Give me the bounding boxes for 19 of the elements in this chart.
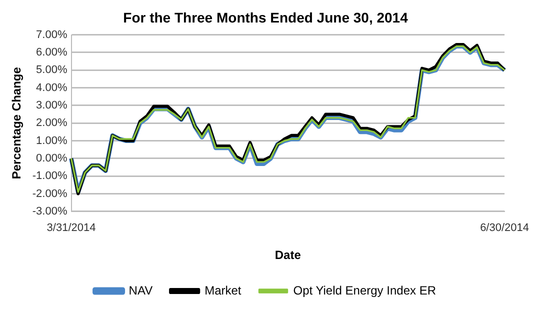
x-tick-label: 3/31/2014 [46,222,96,234]
legend-label: Market [204,283,242,298]
y-tick-label: 6.00% [36,46,68,58]
y-tick-label: 5.00% [36,64,68,76]
y-tick-label: 1.00% [36,134,68,147]
chart-title: For the Three Months Ended June 30, 2014 [123,9,408,26]
y-tick-label: -1.00% [32,170,68,182]
y-tick-label: -3.00% [32,205,68,218]
x-axis-title: Date [274,248,302,262]
y-tick-label: 0.00% [36,152,68,164]
y-axis-title: Percentage Change [10,66,24,180]
y-tick-label: 3.00% [36,99,68,112]
y-tick-label: 4.00% [36,82,68,94]
y-tick-label: 2.00% [36,117,68,130]
legend-label: Opt Yield Energy Index ER [293,283,436,298]
y-tick-label: -2.00% [32,188,68,200]
x-tick-label: 6/30/2014 [480,222,529,234]
y-tick-label: 7.00% [36,28,68,41]
legend-label: NAV [128,283,153,298]
